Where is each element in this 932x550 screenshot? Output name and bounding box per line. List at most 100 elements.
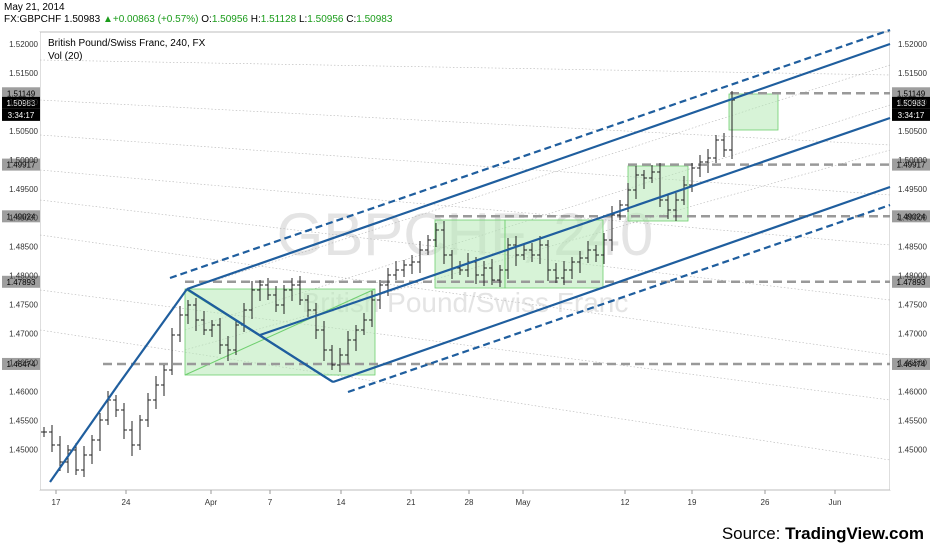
level-tag-right-text: 1.47893 [897, 278, 926, 287]
x-tick-label: May [515, 498, 530, 507]
close-value: 1.50983 [356, 14, 393, 25]
countdown-tag [892, 108, 930, 121]
y-axis-left: 1.52000 1.51500 1.51000 1.50500 1.50000 1.495… [9, 40, 38, 454]
level-tag-left [2, 210, 40, 223]
y-tick-label: 1.46000 [898, 387, 927, 396]
y-tick-label: 1.47500 [9, 301, 38, 310]
x-tick-label: 21 [407, 498, 416, 507]
x-tick-label: 17 [52, 498, 61, 507]
high-value: 1.51128 [260, 14, 297, 25]
countdown-tag [2, 108, 40, 121]
level-tag-left [2, 158, 40, 171]
y-tick-label: 1.52000 [898, 40, 927, 49]
source-name: TradingView.com [785, 524, 924, 543]
pitchfork-line [332, 185, 891, 384]
pitchfork-lines[interactable] [49, 28, 891, 483]
y-axis-right: 1.52000 1.51500 1.51000 1.50500 1.50000 1.495… [898, 40, 927, 454]
gray-line [39, 289, 891, 401]
source-credit: Source: TradingView.com [722, 524, 924, 544]
y-tick-label: 1.51500 [9, 69, 38, 78]
level-tag-right [892, 275, 930, 288]
x-tick-label: 26 [761, 498, 770, 507]
open-label: O: [201, 14, 212, 25]
y-tick-label: 1.51000 [9, 98, 38, 107]
last-price: 1.50983 [64, 14, 101, 25]
y-tick-label: 1.50000 [9, 156, 38, 165]
level-tag-left [2, 357, 40, 370]
y-tick-label: 1.45000 [9, 445, 38, 454]
channel-dashed-line [347, 203, 891, 394]
y-tick-label: 1.48500 [898, 243, 927, 252]
level-tag-left [2, 275, 40, 288]
candles [41, 91, 735, 477]
level-tag-right [892, 357, 930, 370]
last-price-text: 1.50983 [7, 99, 36, 108]
open-value: 1.50956 [211, 14, 248, 25]
pitchfork-line [186, 288, 334, 383]
legend-title: British Pound/Swiss Franc, 240, FX [48, 38, 206, 49]
source-prefix: Source: [721, 524, 786, 543]
legend-vol: Vol (20) [48, 51, 82, 62]
countdown-text: 3:34:17 [898, 111, 925, 120]
level-tag-left [2, 87, 40, 100]
y-tick-label: 1.51500 [898, 69, 927, 78]
y-tick-label: 1.46500 [898, 358, 927, 367]
x-tick-label: 12 [621, 498, 630, 507]
level-tag-left-text: 1.49917 [7, 161, 36, 170]
level-tag-left-text: 1.51149 [7, 89, 36, 98]
x-tick-label: Apr [205, 498, 218, 507]
zone-rect [504, 219, 604, 289]
gray-line [39, 169, 891, 246]
x-tick-label: 24 [122, 498, 131, 507]
zone-rect [728, 93, 779, 131]
last-price-tag [2, 96, 40, 109]
y-tick-label: 1.45500 [9, 416, 38, 425]
y-tick-label: 1.49000 [898, 214, 927, 223]
level-tag-right-text: 1.46474 [897, 360, 926, 369]
close-label: C: [346, 14, 357, 25]
change-value: +0.00863 (+0.57%) [112, 14, 199, 25]
y-tick-label: 1.49500 [898, 185, 927, 194]
countdown-text: 3:34:17 [8, 111, 35, 120]
level-tag-left-text: 1.47893 [7, 278, 36, 287]
level-tag-left-text: 1.46474 [7, 360, 36, 369]
level-tag-right-text: 1.51149 [897, 89, 926, 98]
x-axis: 17 24 Apr 7 14 21 28 May 12 19 26 Jun [52, 490, 842, 507]
pitchfork-line [117, 288, 188, 386]
pitchfork-line [186, 42, 891, 291]
level-tag-right-text: 1.49024 [897, 212, 926, 221]
y-tick-label: 1.50500 [898, 127, 927, 136]
y-tick-label: 1.49500 [9, 185, 38, 194]
symbol: FX:GBPCHF [4, 14, 62, 25]
low-label: L: [298, 14, 308, 25]
change-arrow-icon: ▲ [102, 14, 113, 25]
pitchfork-line [49, 384, 119, 483]
y-tick-label: 1.45500 [898, 416, 927, 425]
y-tick-label: 1.50000 [898, 156, 927, 165]
last-price-text: 1.50983 [897, 99, 926, 108]
y-tick-label: 1.48500 [9, 243, 38, 252]
gray-line [39, 59, 891, 76]
level-tag-right [892, 158, 930, 171]
y-tick-label: 1.46000 [9, 387, 38, 396]
y-tick-label: 1.47000 [9, 330, 38, 339]
x-tick-label: Jun [829, 498, 842, 507]
channel-dashed-line [169, 28, 891, 280]
zone-rect [627, 165, 689, 222]
y-tick-label: 1.50500 [9, 127, 38, 136]
y-tick-label: 1.45000 [898, 445, 927, 454]
x-tick-label: 7 [268, 498, 273, 507]
y-tick-label: 1.47000 [898, 330, 927, 339]
zone-diagonal [184, 288, 376, 376]
level-tag-right [892, 210, 930, 223]
chart-date: May 21, 2014 [4, 2, 65, 13]
y-tick-label: 1.47500 [898, 301, 927, 310]
y-tick-label: 1.48000 [898, 272, 927, 281]
gray-line [39, 234, 891, 356]
level-tag-right-text: 1.49917 [897, 161, 926, 170]
y-tick-label: 1.52000 [9, 40, 38, 49]
y-tick-label: 1.49000 [9, 214, 38, 223]
x-tick-label: 28 [465, 498, 474, 507]
y-tick-label: 1.48000 [9, 272, 38, 281]
